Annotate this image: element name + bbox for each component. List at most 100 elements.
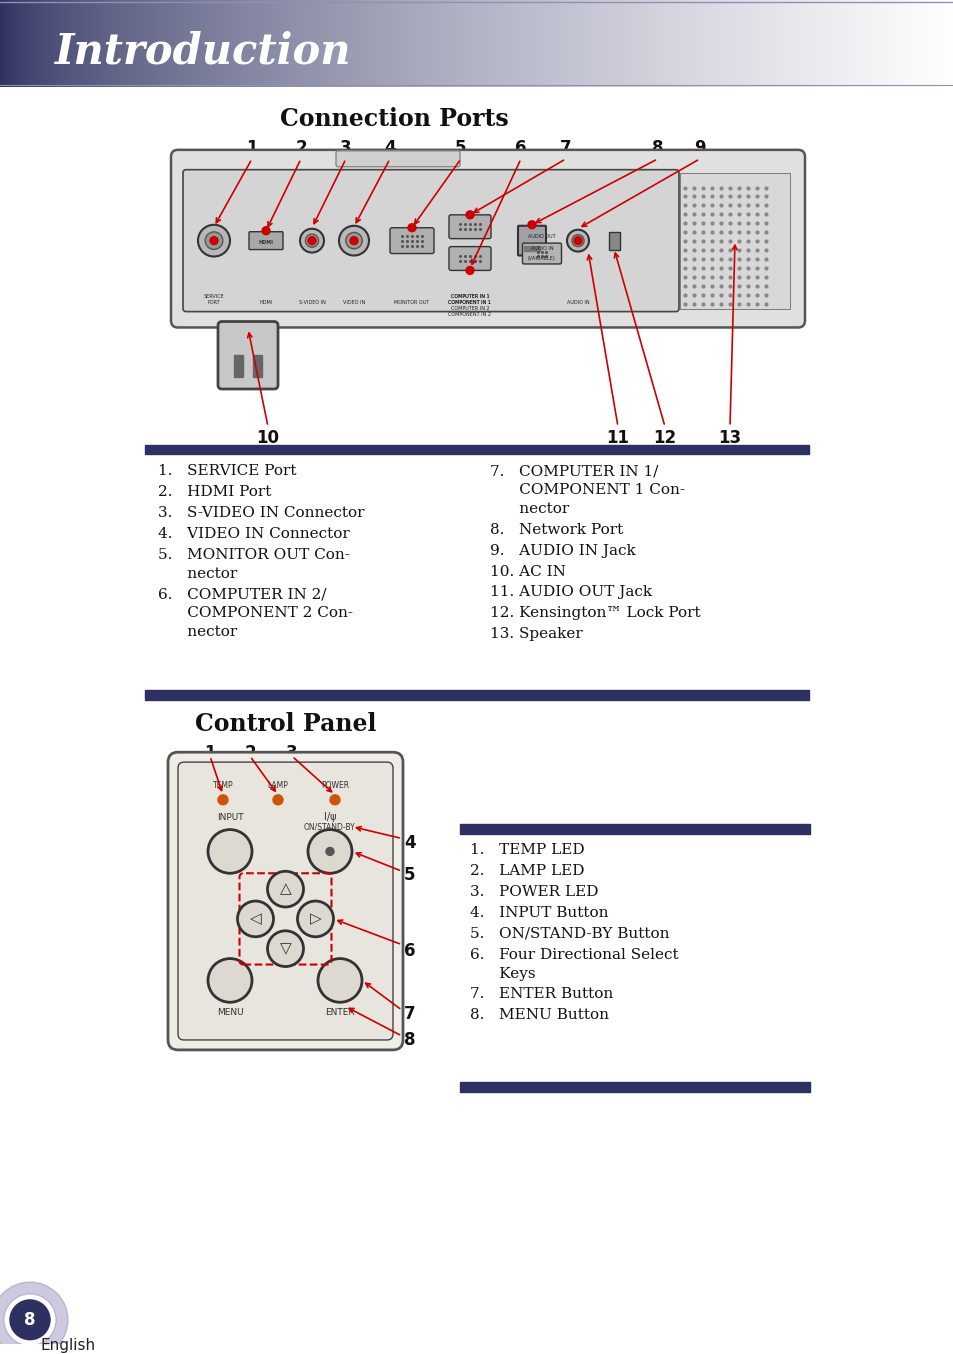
Text: nector: nector — [158, 626, 237, 639]
Text: 8: 8 — [652, 139, 663, 157]
Text: COMPUTER IN 1
COMPONENT IN 1: COMPUTER IN 1 COMPONENT IN 1 — [448, 294, 491, 305]
Text: 4: 4 — [403, 834, 416, 853]
Bar — [459, 1082, 809, 1091]
FancyBboxPatch shape — [522, 244, 561, 264]
Text: VIDEO IN: VIDEO IN — [342, 299, 365, 305]
Text: AUDIO IN: AUDIO IN — [566, 299, 589, 305]
Text: ON/STAND-BY: ON/STAND-BY — [304, 823, 355, 831]
Text: 12: 12 — [653, 429, 676, 447]
Circle shape — [527, 221, 536, 229]
Text: 6: 6 — [403, 941, 416, 960]
Text: AUDIO OUT: AUDIO OUT — [528, 234, 556, 240]
Text: 8: 8 — [403, 1030, 416, 1049]
Text: 4.   INPUT Button: 4. INPUT Button — [470, 906, 608, 919]
Text: 2: 2 — [244, 745, 255, 762]
Text: 5.   MONITOR OUT Con-: 5. MONITOR OUT Con- — [158, 548, 350, 562]
Text: △: △ — [279, 881, 291, 896]
Text: 6.   COMPUTER IN 2/: 6. COMPUTER IN 2/ — [158, 588, 326, 601]
Circle shape — [572, 234, 583, 246]
Circle shape — [305, 234, 318, 248]
Circle shape — [465, 211, 474, 219]
Bar — [679, 173, 789, 309]
Text: LAMP: LAMP — [267, 781, 288, 789]
Circle shape — [308, 237, 315, 245]
Text: 8: 8 — [24, 1311, 35, 1328]
Text: 7: 7 — [559, 139, 571, 157]
Text: AUDIO IN: AUDIO IN — [530, 246, 553, 250]
Circle shape — [273, 795, 283, 804]
FancyBboxPatch shape — [218, 321, 277, 389]
Text: 10: 10 — [256, 429, 279, 447]
Circle shape — [210, 237, 218, 245]
Text: 4: 4 — [384, 139, 395, 157]
Circle shape — [345, 233, 362, 249]
Text: ▷: ▷ — [310, 911, 321, 926]
Circle shape — [198, 225, 230, 256]
Text: 3: 3 — [286, 745, 297, 762]
Text: COMPONENT 2 Con-: COMPONENT 2 Con- — [158, 607, 353, 620]
Text: Connection Ports: Connection Ports — [280, 107, 508, 131]
Text: 6.   Four Directional Select: 6. Four Directional Select — [470, 948, 678, 961]
Text: 9.   AUDIO IN Jack: 9. AUDIO IN Jack — [490, 544, 635, 558]
Circle shape — [205, 232, 223, 249]
Text: Introduction: Introduction — [55, 31, 351, 73]
Circle shape — [267, 930, 303, 967]
Circle shape — [299, 229, 324, 253]
Circle shape — [317, 959, 361, 1002]
Circle shape — [208, 830, 252, 873]
Text: 10. AC IN: 10. AC IN — [490, 565, 565, 578]
Text: ◁: ◁ — [250, 911, 261, 926]
Circle shape — [350, 237, 357, 245]
Text: 8.   Network Port: 8. Network Port — [490, 523, 622, 538]
Text: 1: 1 — [246, 139, 257, 157]
FancyBboxPatch shape — [249, 232, 283, 249]
Circle shape — [218, 795, 228, 804]
Text: 12. Kensington™ Lock Port: 12. Kensington™ Lock Port — [490, 607, 700, 620]
Text: 13. Speaker: 13. Speaker — [490, 627, 582, 642]
FancyBboxPatch shape — [183, 169, 679, 311]
Text: ENTER: ENTER — [325, 1009, 355, 1017]
Text: nector: nector — [490, 502, 569, 516]
FancyBboxPatch shape — [168, 753, 402, 1049]
FancyBboxPatch shape — [335, 150, 459, 167]
Text: 11. AUDIO OUT Jack: 11. AUDIO OUT Jack — [490, 585, 652, 600]
Circle shape — [465, 267, 474, 275]
Circle shape — [566, 230, 588, 252]
FancyBboxPatch shape — [449, 215, 491, 238]
Circle shape — [297, 900, 334, 937]
Text: 3.   S-VIDEO IN Connector: 3. S-VIDEO IN Connector — [158, 506, 364, 520]
Text: Control Panel: Control Panel — [194, 712, 376, 737]
Bar — [523, 245, 539, 250]
Circle shape — [330, 795, 339, 804]
Text: (VARIABLE): (VARIABLE) — [528, 256, 556, 261]
Circle shape — [326, 848, 334, 856]
Text: POWER: POWER — [320, 781, 349, 789]
Text: COMPONENT 1 Con-: COMPONENT 1 Con- — [490, 483, 684, 497]
Text: 2: 2 — [294, 139, 307, 157]
Text: 2.   HDMI Port: 2. HDMI Port — [158, 485, 271, 500]
Text: MONITOR OUT: MONITOR OUT — [394, 299, 429, 305]
Text: 5.   ON/STAND-BY Button: 5. ON/STAND-BY Button — [470, 927, 669, 941]
Text: 3: 3 — [340, 139, 352, 157]
Text: COMPUTER IN 1
COMPONENT IN 1: COMPUTER IN 1 COMPONENT IN 1 — [448, 294, 491, 305]
FancyBboxPatch shape — [171, 150, 804, 328]
Bar — [608, 232, 619, 249]
Circle shape — [10, 1300, 50, 1339]
Bar — [459, 823, 809, 834]
Text: S-VIDEO IN: S-VIDEO IN — [298, 299, 325, 305]
Text: 3.   POWER LED: 3. POWER LED — [470, 886, 598, 899]
Text: 7.   ENTER Button: 7. ENTER Button — [470, 987, 613, 1002]
Text: Keys: Keys — [470, 967, 535, 980]
Circle shape — [308, 830, 352, 873]
FancyBboxPatch shape — [449, 246, 491, 271]
Circle shape — [408, 223, 416, 232]
Text: SERVICE
PORT: SERVICE PORT — [203, 294, 224, 305]
Text: 6: 6 — [515, 139, 526, 157]
Wedge shape — [0, 1282, 68, 1354]
Text: COMPUTER IN 2
COMPONENT IN 2: COMPUTER IN 2 COMPONENT IN 2 — [448, 306, 491, 317]
Circle shape — [574, 237, 581, 245]
Text: 4.   VIDEO IN Connector: 4. VIDEO IN Connector — [158, 527, 350, 542]
Text: 7.   COMPUTER IN 1/: 7. COMPUTER IN 1/ — [490, 464, 658, 478]
Text: INPUT: INPUT — [216, 812, 243, 822]
Bar — [145, 689, 808, 700]
